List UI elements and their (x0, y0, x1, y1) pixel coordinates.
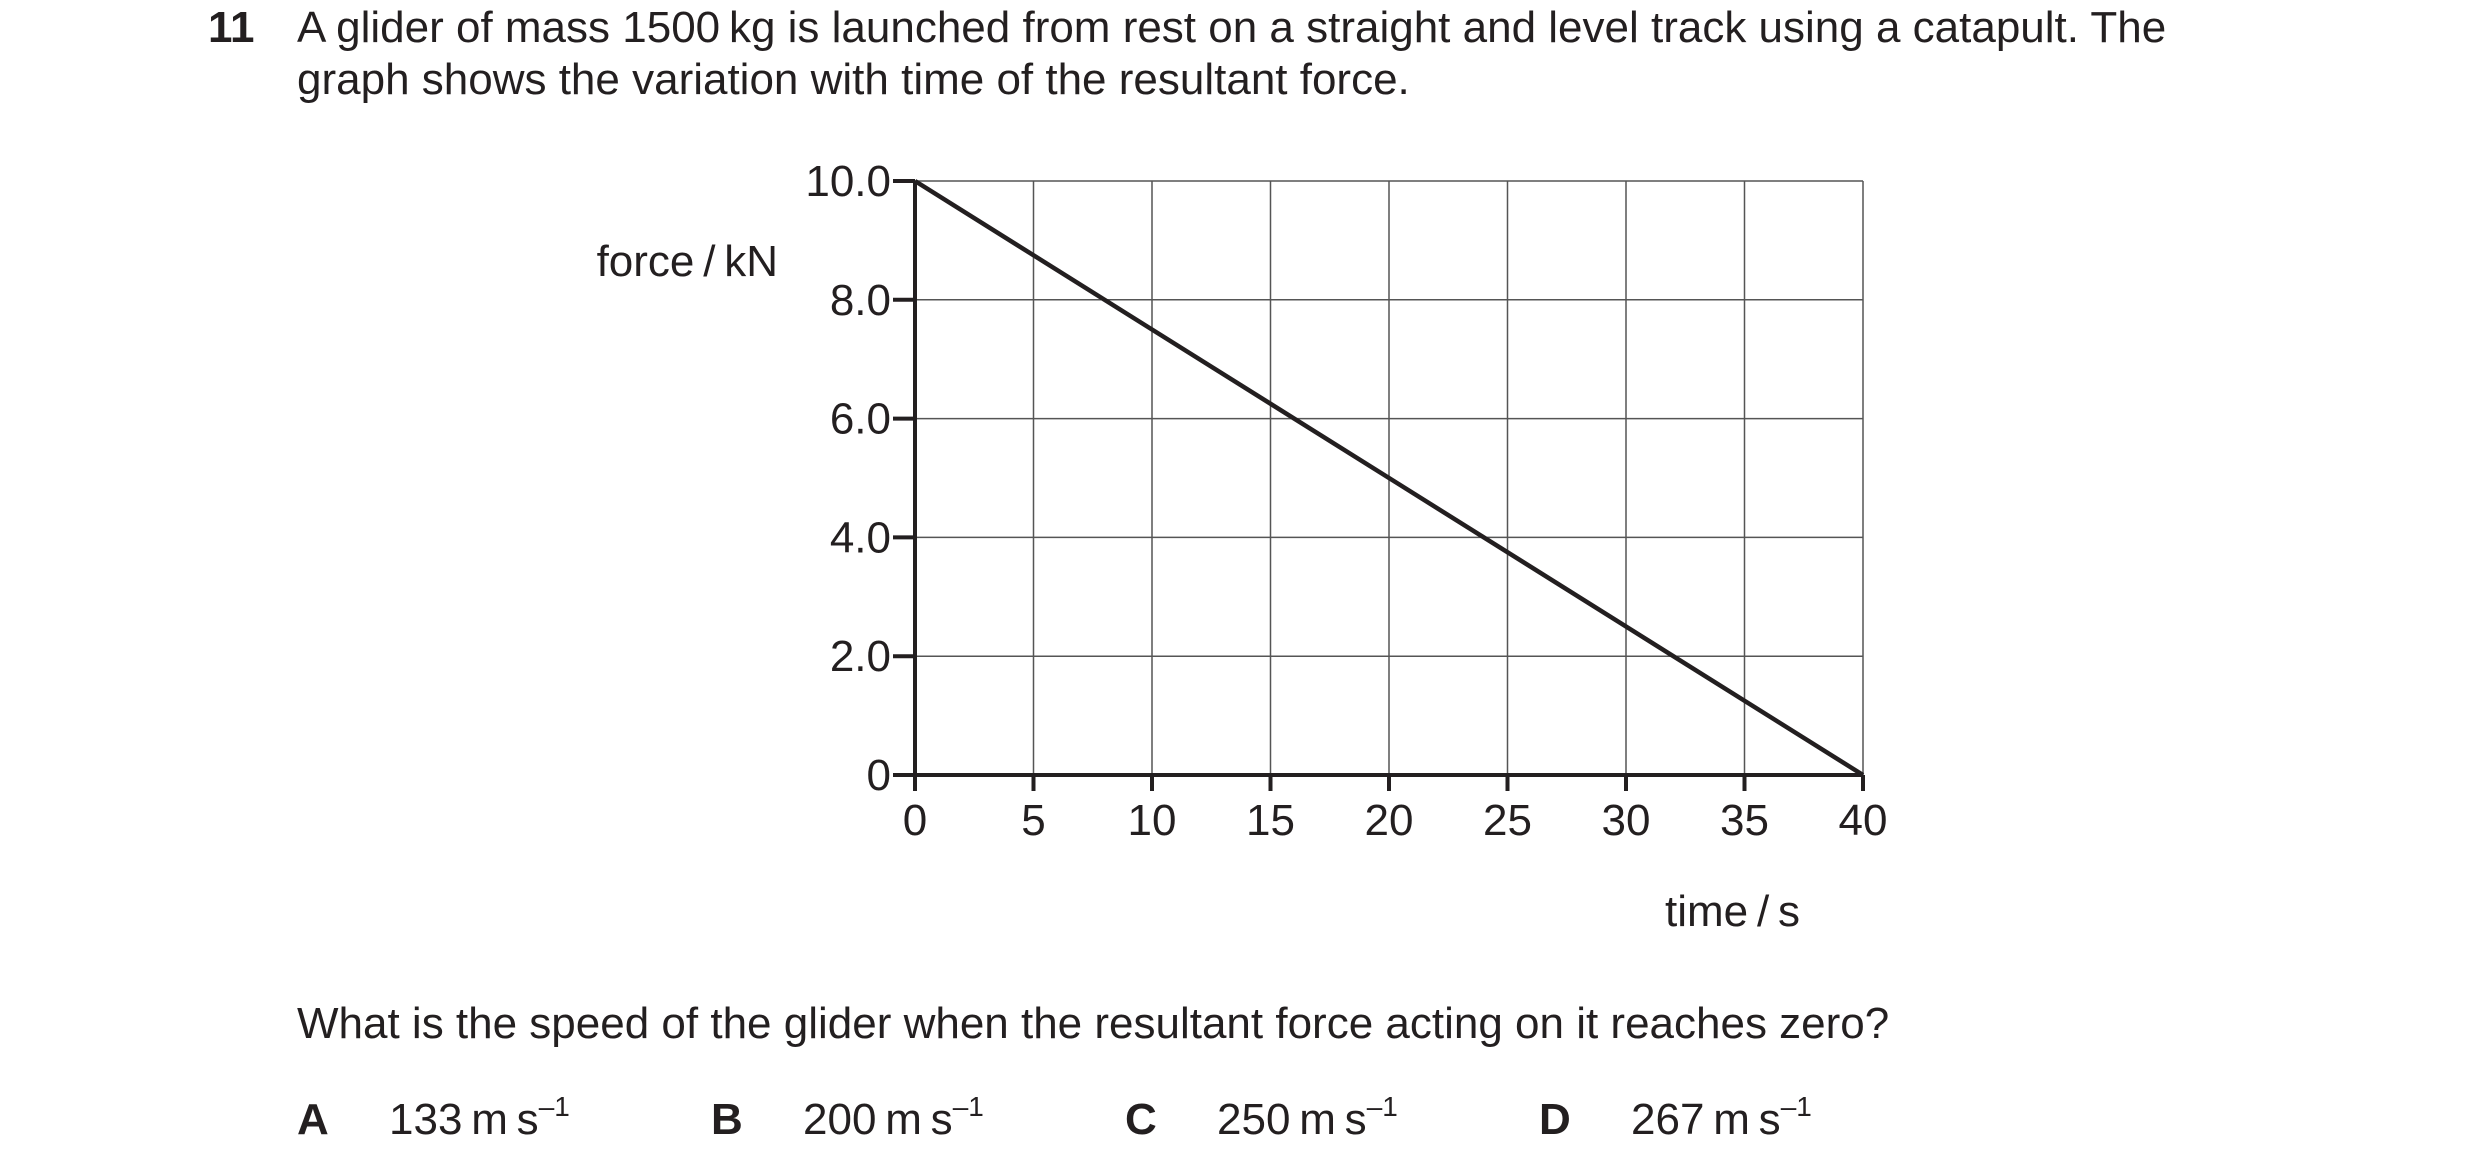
x-tick-label-3: 15 (1246, 796, 1295, 845)
y-tick-label-2: 4.0 (830, 513, 891, 562)
option-a-exponent: –1 (538, 1091, 570, 1122)
graph-labels: 0 5 10 15 20 25 30 35 40 0 2.0 4.0 6.0 8.0 10.0 force /… (597, 157, 1888, 936)
y-tick-label-3: 6.0 (830, 395, 891, 444)
option-d-exponent: –1 (1780, 1091, 1812, 1122)
question-stem-line-1: A glider of mass 1500 kg is launched fro… (297, 3, 2167, 52)
x-axis-label: time / s (1665, 887, 1800, 936)
option-b-exponent: –1 (952, 1091, 984, 1122)
option-a[interactable]: A 133 m s–1 (297, 1093, 570, 1146)
x-tick-label-4: 20 (1365, 796, 1414, 845)
x-tick-label-8: 40 (1839, 796, 1888, 845)
x-tick-label-2: 10 (1128, 796, 1177, 845)
option-c-letter: C (1125, 1095, 1157, 1144)
series-line-0 (913, 179, 1865, 777)
option-d[interactable]: D 267 m s–1 (1539, 1093, 1812, 1146)
y-tick-label-4: 8.0 (830, 276, 891, 325)
option-c-value: 250 m s–1 (1217, 1093, 1398, 1145)
x-tick-label-7: 35 (1720, 796, 1769, 845)
question-prompt: What is the speed of the glider when the… (297, 999, 1890, 1048)
y-axis-label: force / kN (597, 237, 778, 286)
option-b-letter: B (711, 1095, 743, 1144)
y-tick-label-0: 0 (867, 751, 891, 800)
x-tick-label-1: 5 (1021, 796, 1045, 845)
y-tick-label-5: 10.0 (805, 157, 891, 206)
question-stem: A glider of mass 1500 kg is launched fro… (297, 2, 2447, 106)
graph-axes (893, 179, 1865, 791)
option-b-number: 200 m s (803, 1095, 953, 1144)
option-a-value: 133 m s–1 (389, 1093, 570, 1145)
option-d-letter: D (1539, 1095, 1571, 1144)
x-tick-label-0: 0 (903, 796, 927, 845)
x-tick-label-6: 30 (1602, 796, 1651, 845)
option-c-exponent: –1 (1366, 1091, 1398, 1122)
x-tick-label-5: 25 (1483, 796, 1532, 845)
option-b-value: 200 m s–1 (803, 1093, 984, 1145)
y-tick-label-1: 2.0 (830, 632, 891, 681)
option-a-letter: A (297, 1095, 329, 1144)
option-a-number: 133 m s (389, 1095, 539, 1144)
option-c-number: 250 m s (1217, 1095, 1367, 1144)
option-d-value: 267 m s–1 (1631, 1093, 1812, 1145)
question-number: 11 (208, 3, 255, 52)
option-b[interactable]: B 200 m s–1 (711, 1093, 984, 1146)
question-stem-line-2: graph shows the variation with time of t… (297, 55, 1410, 104)
option-c[interactable]: C 250 m s–1 (1125, 1093, 1398, 1146)
graph-series (913, 179, 1865, 777)
force-time-graph: 0 5 10 15 20 25 30 35 40 0 2.0 4.0 6.0 8.0 10.0 force /… (597, 157, 1888, 936)
option-d-number: 267 m s (1631, 1095, 1781, 1144)
